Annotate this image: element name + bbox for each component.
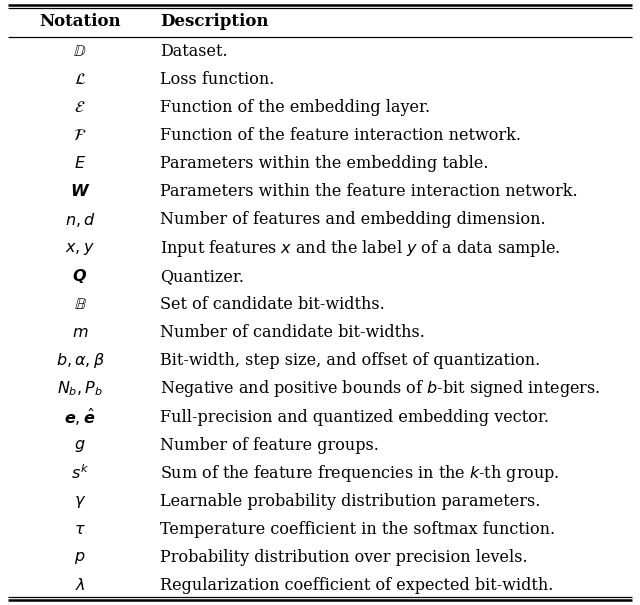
Text: $\tau$: $\tau$	[74, 521, 86, 538]
Text: $\gamma$: $\gamma$	[74, 493, 86, 510]
Text: $\mathbb{B}$: $\mathbb{B}$	[74, 296, 86, 313]
Text: Full-precision and quantized embedding vector.: Full-precision and quantized embedding v…	[160, 408, 549, 425]
Text: Dataset.: Dataset.	[160, 42, 228, 59]
Text: Regularization coefficient of expected bit-width.: Regularization coefficient of expected b…	[160, 577, 554, 595]
Text: $\mathbb{D}$: $\mathbb{D}$	[74, 42, 86, 59]
Text: $\boldsymbol{W}$: $\boldsymbol{W}$	[70, 183, 90, 200]
Text: Negative and positive bounds of $b$-bit signed integers.: Negative and positive bounds of $b$-bit …	[160, 378, 600, 399]
Text: Quantizer.: Quantizer.	[160, 268, 244, 285]
Text: Learnable probability distribution parameters.: Learnable probability distribution param…	[160, 493, 540, 510]
Text: $\boldsymbol{Q}$: $\boldsymbol{Q}$	[72, 267, 88, 286]
Text: $b, \alpha, \beta$: $b, \alpha, \beta$	[56, 352, 104, 370]
Text: Function of the feature interaction network.: Function of the feature interaction netw…	[160, 127, 521, 144]
Text: $m$: $m$	[72, 324, 88, 341]
Text: Notation: Notation	[39, 13, 121, 30]
Text: $s^k$: $s^k$	[71, 464, 89, 483]
Text: Input features $x$ and the label $y$ of a data sample.: Input features $x$ and the label $y$ of …	[160, 238, 561, 258]
Text: $E$: $E$	[74, 155, 86, 172]
Text: Bit-width, step size, and offset of quantization.: Bit-width, step size, and offset of quan…	[160, 352, 540, 369]
Text: $\lambda$: $\lambda$	[75, 577, 85, 595]
Text: $\boldsymbol{e}, \hat{\boldsymbol{e}}$: $\boldsymbol{e}, \hat{\boldsymbol{e}}$	[65, 407, 95, 428]
Text: Number of candidate bit-widths.: Number of candidate bit-widths.	[160, 324, 425, 341]
Text: Number of feature groups.: Number of feature groups.	[160, 437, 379, 454]
Text: $\mathcal{F}$: $\mathcal{F}$	[74, 127, 86, 144]
Text: Description: Description	[160, 13, 269, 30]
Text: Set of candidate bit-widths.: Set of candidate bit-widths.	[160, 296, 385, 313]
Text: Temperature coefficient in the softmax function.: Temperature coefficient in the softmax f…	[160, 521, 555, 538]
Text: Function of the embedding layer.: Function of the embedding layer.	[160, 99, 430, 116]
Text: $\mathcal{E}$: $\mathcal{E}$	[74, 99, 86, 116]
Text: $p$: $p$	[74, 549, 86, 566]
Text: Probability distribution over precision levels.: Probability distribution over precision …	[160, 549, 527, 566]
Text: Number of features and embedding dimension.: Number of features and embedding dimensi…	[160, 212, 546, 229]
Text: Parameters within the feature interaction network.: Parameters within the feature interactio…	[160, 183, 578, 200]
Text: $g$: $g$	[74, 437, 86, 454]
Text: $\mathcal{L}$: $\mathcal{L}$	[74, 71, 86, 88]
Text: $x, y$: $x, y$	[65, 240, 95, 257]
Text: $N_b, P_b$: $N_b, P_b$	[57, 379, 103, 398]
Text: Sum of the feature frequencies in the $k$-th group.: Sum of the feature frequencies in the $k…	[160, 463, 559, 484]
Text: Parameters within the embedding table.: Parameters within the embedding table.	[160, 155, 488, 172]
Text: Loss function.: Loss function.	[160, 71, 275, 88]
Text: $n, d$: $n, d$	[65, 211, 95, 229]
